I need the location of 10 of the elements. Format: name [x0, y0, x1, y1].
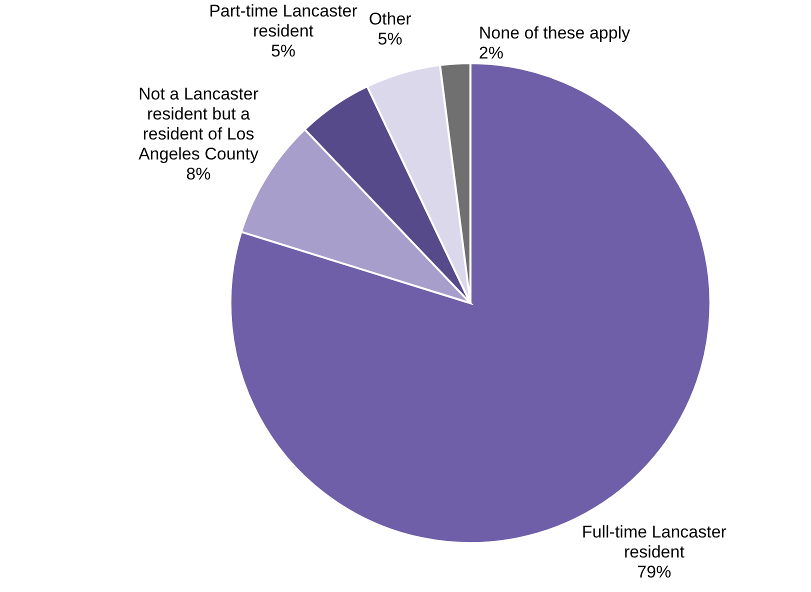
- data-label: 8%: [186, 164, 211, 184]
- slice-label: Other: [368, 10, 412, 29]
- slice-label: Not a Lancaster resident but a resident of Los Angeles County: [138, 84, 259, 164]
- data-label: 2%: [478, 44, 504, 63]
- slice-label: Full-time Lancaster resident: [582, 522, 727, 562]
- slice-label: None of these apply: [478, 24, 631, 43]
- slice-label: Part-time Lancaster resident: [209, 1, 358, 40]
- data-label: 5%: [378, 30, 402, 49]
- data-label: 5%: [270, 41, 296, 60]
- data-label: 79%: [637, 562, 672, 582]
